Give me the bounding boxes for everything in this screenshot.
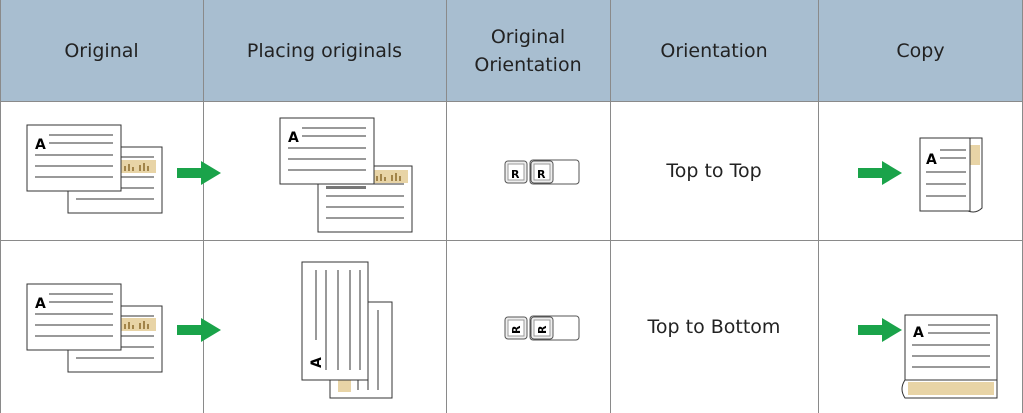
sheet-letter: A <box>913 325 924 341</box>
header-cell: Placing originals <box>246 39 403 62</box>
sheet-letter: A <box>35 137 46 153</box>
sheet-letter: A <box>309 357 325 368</box>
key-letter: R <box>537 168 546 181</box>
key-letter: R <box>536 325 549 334</box>
key-letter: R <box>510 325 523 334</box>
header-cell: Original Orientation <box>474 25 582 76</box>
header-cell: Copy <box>896 39 945 62</box>
orientation-cell: Top to Bottom <box>647 315 781 338</box>
orientation-cell: Top to Top <box>666 159 762 182</box>
sheet-letter: A <box>926 152 937 168</box>
key-letter: R <box>511 168 520 181</box>
sheet-letter: A <box>35 296 46 312</box>
header-cell: Orientation <box>660 39 768 62</box>
header-bg <box>0 0 1023 101</box>
header-cell: Original <box>64 39 139 62</box>
sheet-letter: A <box>288 130 299 146</box>
